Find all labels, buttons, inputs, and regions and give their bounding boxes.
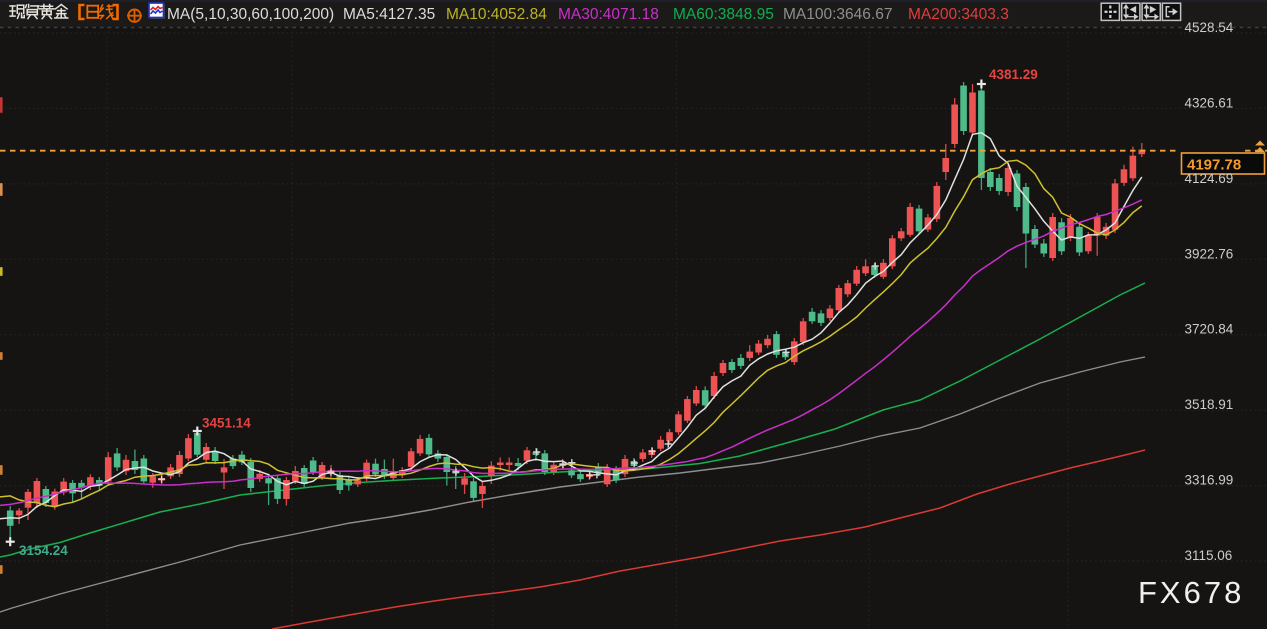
svg-text:3154.24: 3154.24	[19, 543, 68, 558]
svg-text:MA200:3403.3: MA200:3403.3	[908, 6, 1009, 23]
svg-text:3115.06: 3115.06	[1185, 548, 1233, 563]
svg-text:MA10:4052.84: MA10:4052.84	[446, 6, 547, 23]
svg-text:MA5:4127.35: MA5:4127.35	[343, 6, 435, 23]
svg-text:3922.76: 3922.76	[1185, 246, 1234, 261]
svg-text:4197.78: 4197.78	[1187, 157, 1241, 174]
svg-text:3451.14: 3451.14	[202, 416, 251, 431]
svg-text:MA60:3848.95: MA60:3848.95	[673, 6, 774, 23]
svg-text:3316.99: 3316.99	[1185, 473, 1234, 488]
svg-text:4528.54: 4528.54	[1185, 20, 1234, 35]
svg-text:3720.84: 3720.84	[1185, 322, 1234, 337]
svg-text:MA(5,10,30,60,100,200): MA(5,10,30,60,100,200)	[167, 6, 334, 23]
svg-text:FX678: FX678	[1138, 575, 1244, 610]
svg-text:4124.69: 4124.69	[1185, 171, 1234, 186]
svg-text:4326.61: 4326.61	[1185, 95, 1234, 110]
svg-text:4381.29: 4381.29	[989, 67, 1038, 82]
svg-text:MA30:4071.18: MA30:4071.18	[558, 6, 659, 23]
svg-text:3518.91: 3518.91	[1185, 397, 1234, 412]
svg-text:MA100:3646.67: MA100:3646.67	[783, 6, 892, 23]
